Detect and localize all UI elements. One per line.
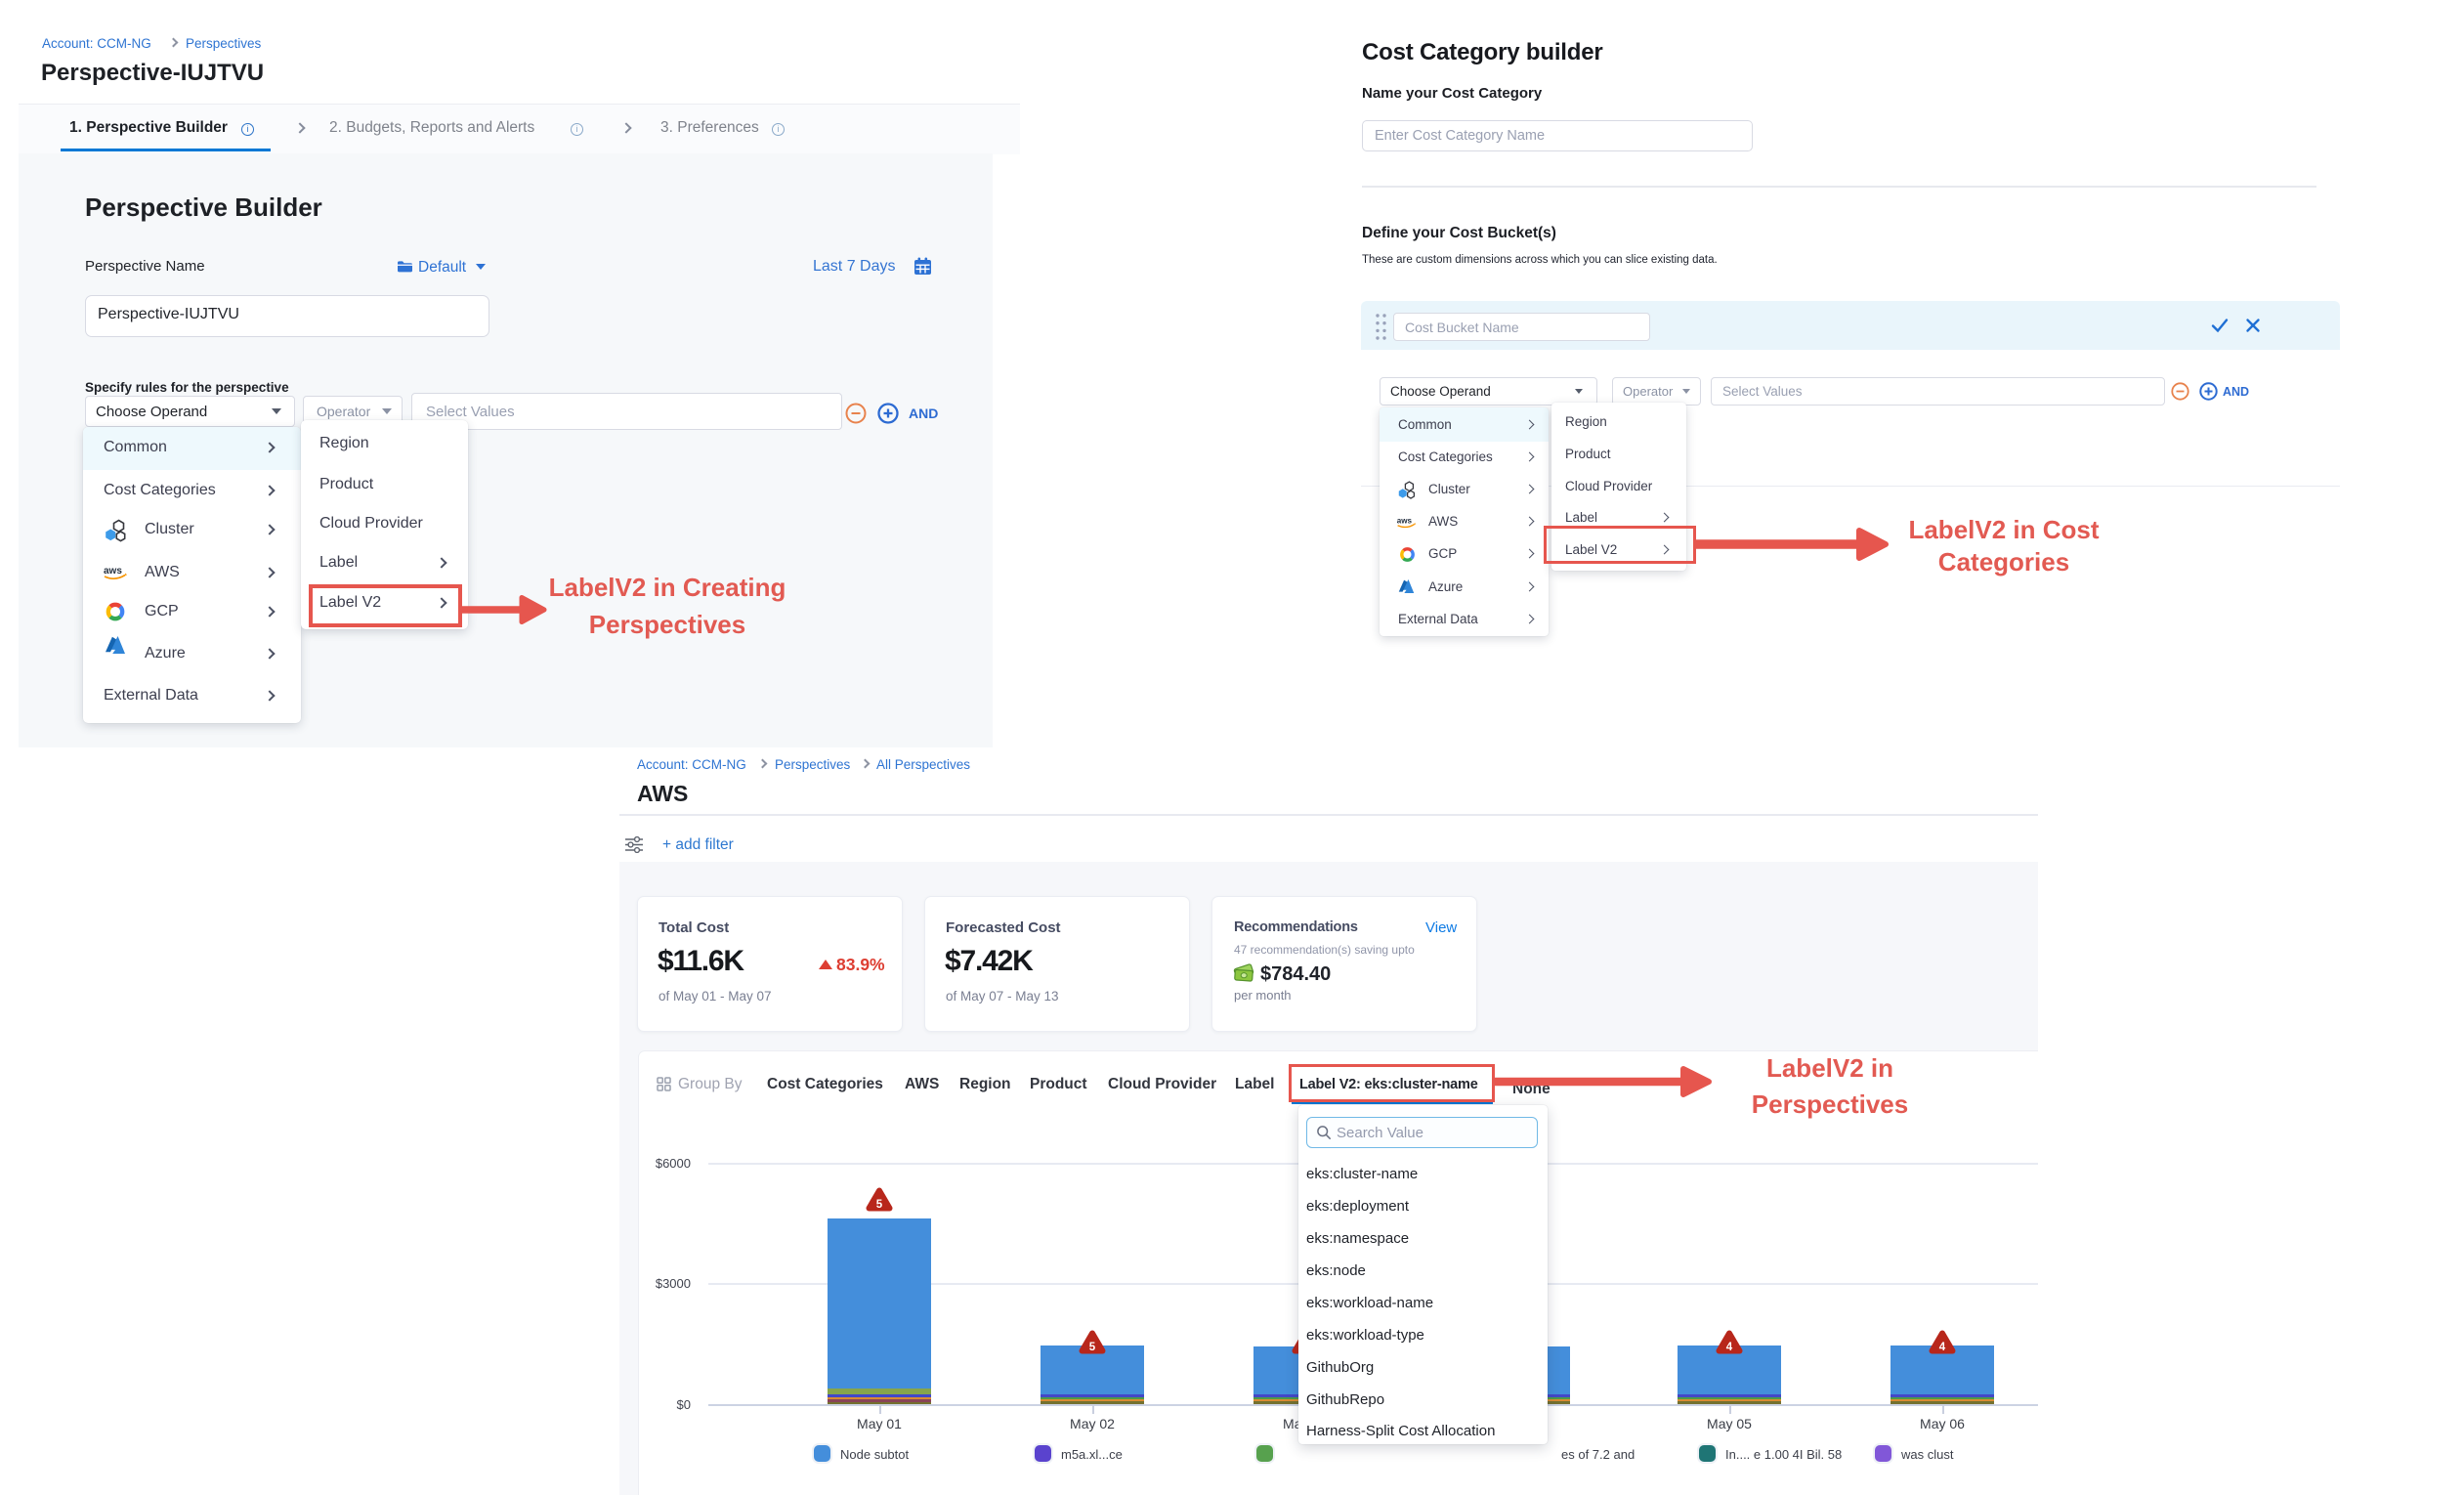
svg-text:5: 5 [876, 1199, 883, 1211]
svg-text:4: 4 [1939, 1342, 1946, 1353]
svg-text:5: 5 [1089, 1342, 1096, 1353]
svg-text:aws: aws [104, 566, 122, 577]
svg-text:4: 4 [1726, 1342, 1733, 1353]
svg-text:aws: aws [1397, 516, 1413, 525]
